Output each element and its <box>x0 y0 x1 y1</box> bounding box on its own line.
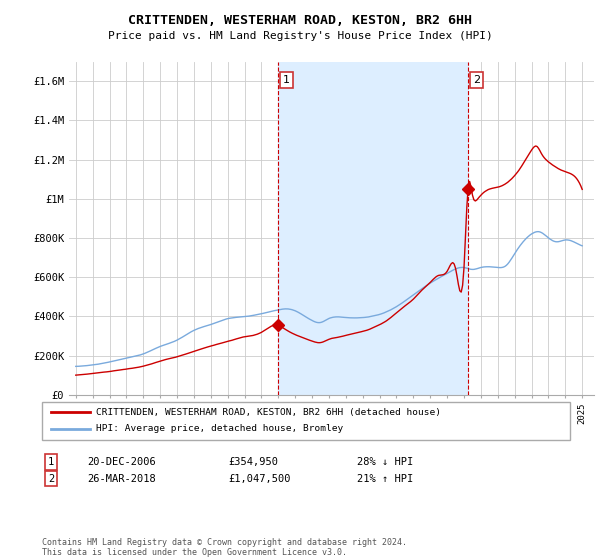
Text: £354,950: £354,950 <box>228 457 278 467</box>
Text: 2: 2 <box>473 75 480 85</box>
Text: 2: 2 <box>48 474 54 484</box>
Text: £1,047,500: £1,047,500 <box>228 474 290 484</box>
Text: 21% ↑ HPI: 21% ↑ HPI <box>357 474 413 484</box>
Text: 26-MAR-2018: 26-MAR-2018 <box>87 474 156 484</box>
Text: Price paid vs. HM Land Registry's House Price Index (HPI): Price paid vs. HM Land Registry's House … <box>107 31 493 41</box>
Bar <box>278 62 468 395</box>
Text: 1: 1 <box>48 457 54 467</box>
Text: Contains HM Land Registry data © Crown copyright and database right 2024.
This d: Contains HM Land Registry data © Crown c… <box>42 538 407 557</box>
Text: 20-DEC-2006: 20-DEC-2006 <box>87 457 156 467</box>
Text: CRITTENDEN, WESTERHAM ROAD, KESTON, BR2 6HH: CRITTENDEN, WESTERHAM ROAD, KESTON, BR2 … <box>128 14 472 27</box>
Text: 28% ↓ HPI: 28% ↓ HPI <box>357 457 413 467</box>
Text: CRITTENDEN, WESTERHAM ROAD, KESTON, BR2 6HH (detached house): CRITTENDEN, WESTERHAM ROAD, KESTON, BR2 … <box>96 408 441 417</box>
Text: 1: 1 <box>283 75 290 85</box>
Text: HPI: Average price, detached house, Bromley: HPI: Average price, detached house, Brom… <box>96 424 343 433</box>
